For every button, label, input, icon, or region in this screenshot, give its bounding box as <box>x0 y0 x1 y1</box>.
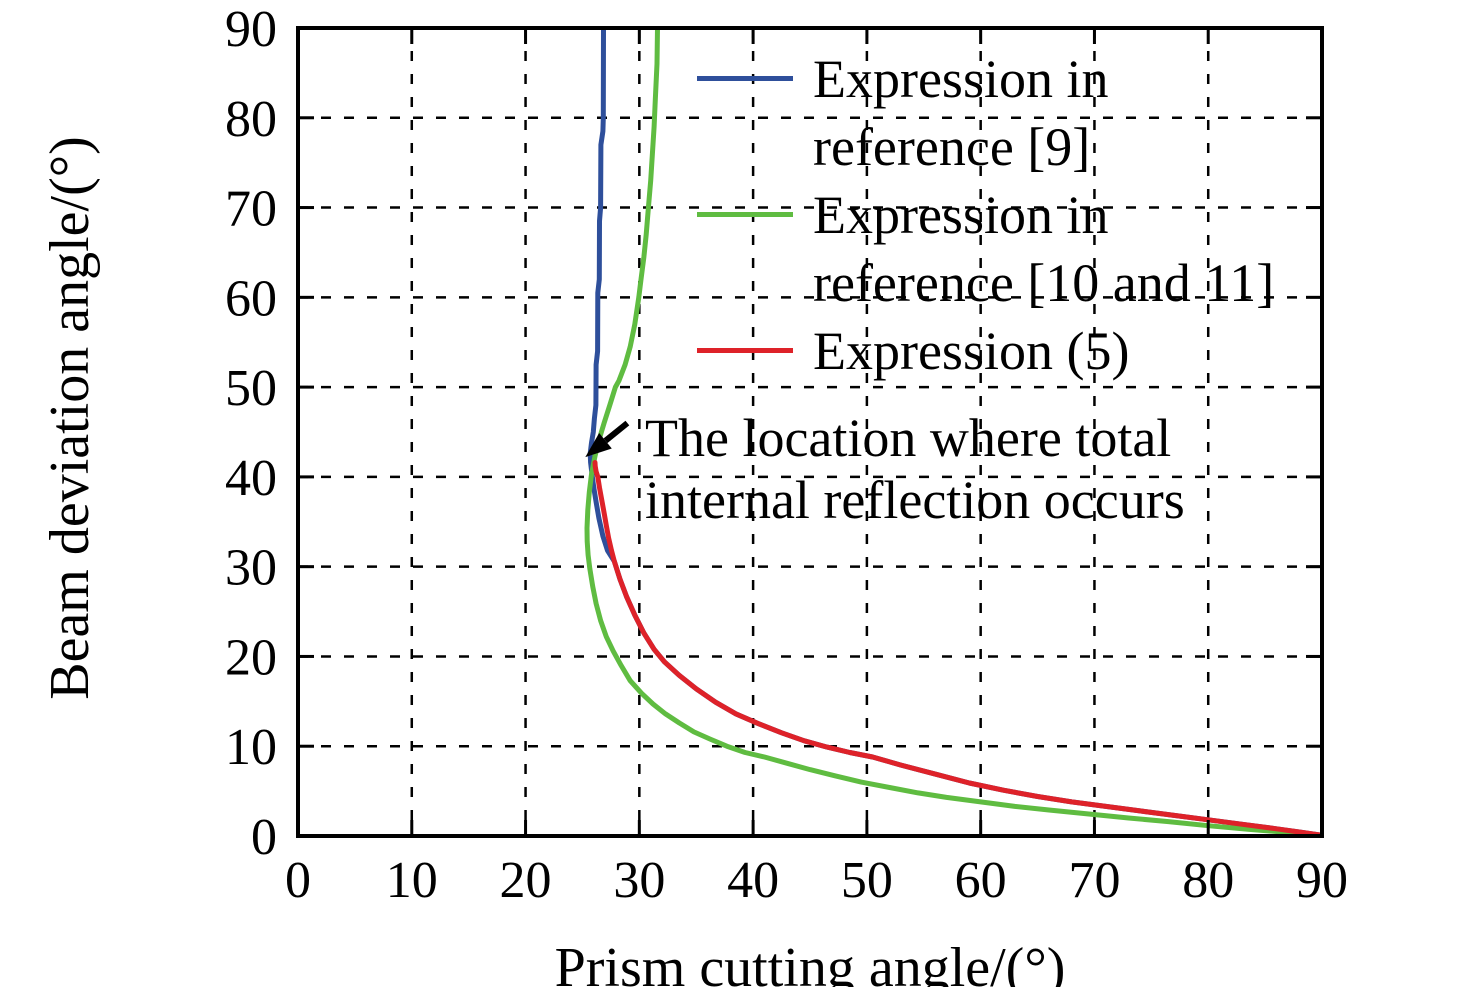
legend-label-line: Expression in <box>813 49 1109 109</box>
x-tick-label: 0 <box>285 852 311 909</box>
legend-line-sample-red <box>697 348 793 353</box>
x-tick-label: 90 <box>1296 852 1348 909</box>
legend: Expression in reference [9] Expression i… <box>697 45 1274 385</box>
y-tick-label: 30 <box>225 540 277 597</box>
y-tick-label: 70 <box>225 181 277 238</box>
x-tick-label: 70 <box>1068 852 1120 909</box>
legend-label-line: Expression in <box>813 185 1109 245</box>
legend-entry: Expression in reference [10 and 11] <box>697 181 1274 317</box>
legend-entry: Expression in reference [9] <box>697 45 1274 181</box>
x-tick-label: 20 <box>500 852 552 909</box>
legend-label: Expression (5) <box>813 317 1129 385</box>
y-tick-label: 40 <box>225 450 277 507</box>
y-tick-label: 20 <box>225 629 277 686</box>
x-tick-label: 50 <box>841 852 893 909</box>
annotation-arrow-shaft <box>603 420 630 444</box>
y-axis-label: Beam deviation angle/(°) <box>39 136 101 700</box>
legend-label-line: reference [10 and 11] <box>813 253 1275 313</box>
axes-box <box>296 26 1324 838</box>
y-tick-label: 60 <box>225 270 277 327</box>
x-tick-label: 10 <box>386 852 438 909</box>
x-tick-label: 30 <box>613 852 665 909</box>
tir-annotation-line1: The location where total <box>645 408 1172 468</box>
x-tick-label: 60 <box>955 852 1007 909</box>
x-tick-label: 80 <box>1182 852 1234 909</box>
legend-line-sample-green <box>697 212 793 217</box>
y-tick-label: 0 <box>251 809 277 866</box>
tir-annotation-line2: internal reflection occurs <box>645 470 1185 530</box>
legend-label-line: reference [9] <box>813 117 1091 177</box>
y-tick-label: 80 <box>225 91 277 148</box>
legend-label-line: Expression (5) <box>813 321 1130 381</box>
y-tick-label: 90 <box>225 1 277 58</box>
curve-series-2 <box>592 460 1322 836</box>
annotation-arrow-head <box>585 432 612 458</box>
x-axis-label: Prism cutting angle/(°) <box>554 937 1066 987</box>
legend-entry: Expression (5) <box>697 317 1274 385</box>
curve-series-1 <box>584 28 1322 836</box>
legend-label: Expression in reference [9] <box>813 45 1108 181</box>
y-tick-label: 50 <box>225 360 277 417</box>
legend-line-sample-blue <box>697 76 793 81</box>
tir-annotation: The location where total internal reflec… <box>645 407 1185 531</box>
y-tick-label: 10 <box>225 719 277 776</box>
legend-label: Expression in reference [10 and 11] <box>813 181 1274 317</box>
x-tick-label: 40 <box>727 852 779 909</box>
